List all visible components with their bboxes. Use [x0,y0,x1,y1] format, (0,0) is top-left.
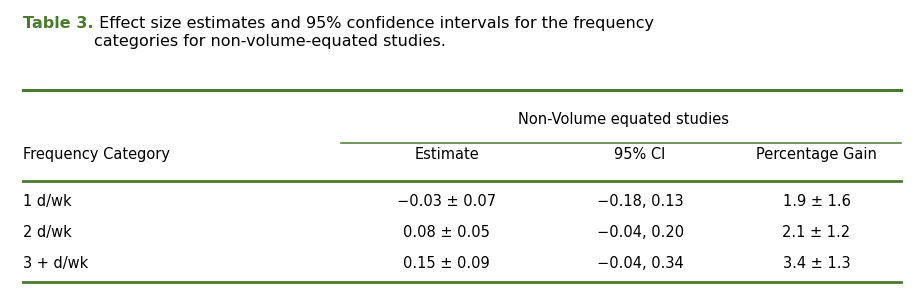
Text: 2.1 ± 1.2: 2.1 ± 1.2 [783,225,850,240]
Text: Table 3.: Table 3. [23,16,94,31]
Text: Frequency Category: Frequency Category [23,147,170,162]
Text: −0.04, 0.34: −0.04, 0.34 [597,256,683,271]
Text: 3.4 ± 1.3: 3.4 ± 1.3 [783,256,850,271]
Text: Estimate: Estimate [414,147,479,162]
Text: Non-Volume equated studies: Non-Volume equated studies [518,112,729,127]
Text: Effect size estimates and 95% confidence intervals for the frequency
categories : Effect size estimates and 95% confidence… [94,16,654,49]
Text: Percentage Gain: Percentage Gain [756,147,877,162]
Text: 1.9 ± 1.6: 1.9 ± 1.6 [783,194,850,209]
Text: 0.15 ± 0.09: 0.15 ± 0.09 [403,256,490,271]
Text: 2 d/wk: 2 d/wk [23,225,72,240]
Text: 95% CI: 95% CI [614,147,666,162]
Text: 3 + d/wk: 3 + d/wk [23,256,88,271]
Text: −0.18, 0.13: −0.18, 0.13 [597,194,683,209]
Text: 1 d/wk: 1 d/wk [23,194,72,209]
Text: −0.03 ± 0.07: −0.03 ± 0.07 [397,194,496,209]
Text: −0.04, 0.20: −0.04, 0.20 [597,225,683,240]
Text: 0.08 ± 0.05: 0.08 ± 0.05 [403,225,490,240]
